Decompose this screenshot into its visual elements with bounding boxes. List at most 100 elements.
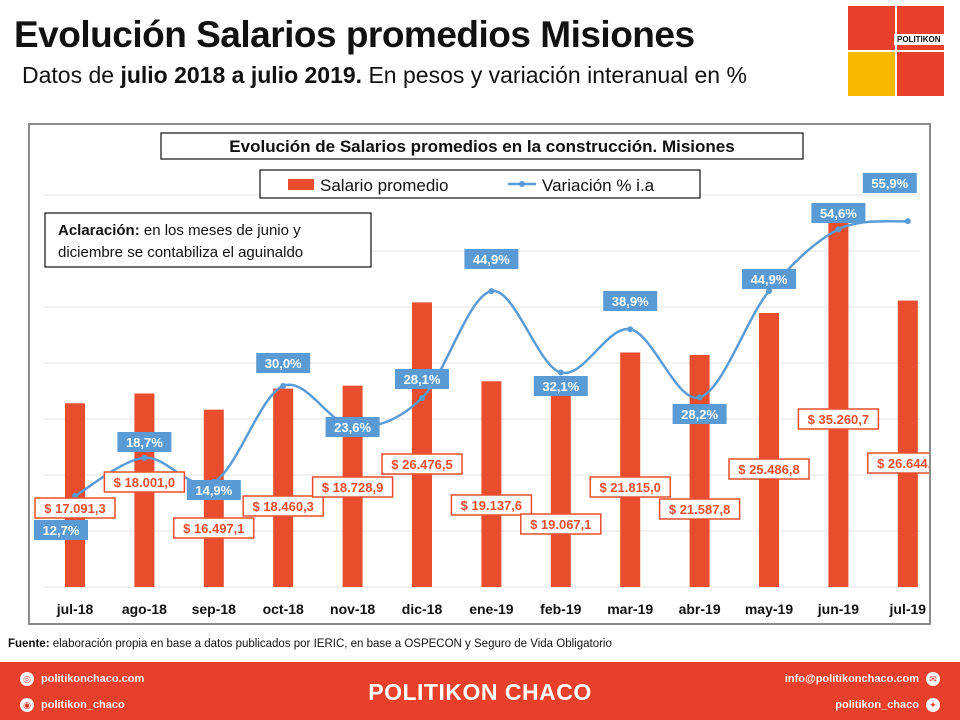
- line-label: 44,9%: [473, 252, 510, 267]
- line-label-box: [117, 432, 172, 452]
- logo-text: POLITIKON: [894, 34, 944, 45]
- annotation-line-2: diciembre se contabiliza el aguinaldo: [58, 244, 303, 261]
- bar-label-box: [728, 458, 810, 480]
- salary-chart: $ 17.091,3 $ 18.001,0 $ 16.497,1 $ 18.460,3…: [34, 132, 929, 617]
- category-label: may-19: [745, 601, 793, 617]
- legend-label-line: Variación % i.a: [542, 176, 655, 195]
- line-label: 12,7%: [43, 523, 80, 538]
- line-label-box: [256, 353, 311, 373]
- bar-label-box: [658, 498, 741, 520]
- line-point-jul-19: [904, 218, 911, 225]
- source-text: elaboración propia en base a datos publi…: [49, 638, 612, 650]
- bar-label: $ 25.486,8: [738, 462, 799, 477]
- line-label: 44,9%: [751, 272, 788, 287]
- twitter-text: politikon_chaco: [835, 699, 919, 711]
- bar-label: $ 18.001,0: [114, 475, 175, 490]
- line-point-mar-19: [627, 326, 634, 333]
- line-label: 23,6%: [334, 420, 371, 435]
- chart-title-box: [160, 132, 804, 160]
- source-note: Fuente: elaboración propia en base a dat…: [8, 638, 612, 650]
- footer-bar: ◎ politikonchaco.com ◉ politikon_chaco POL…: [0, 662, 960, 720]
- line-label-box: [395, 369, 449, 389]
- line-label: 30,0%: [265, 356, 302, 371]
- legend-swatch-marker: [519, 181, 525, 187]
- category-label: feb-19: [540, 601, 581, 617]
- source-label: Fuente:: [8, 638, 50, 650]
- line-point-ene-19: [488, 288, 495, 295]
- instagram-icon: ◉: [20, 698, 34, 712]
- footer-instagram[interactable]: ◉ politikon_chaco: [20, 698, 125, 712]
- bar-label: $ 19.137,6: [461, 498, 522, 513]
- bar-label-box: [311, 476, 394, 498]
- subtitle-prefix: Datos de: [22, 62, 121, 88]
- line-point-oct-18: [280, 382, 287, 389]
- bar-label: $ 19.067,1: [530, 517, 591, 532]
- line-point-jun-19: [835, 226, 842, 233]
- line-label-box: [464, 249, 519, 269]
- bar-feb-19: [550, 382, 571, 587]
- line-label-box: [672, 404, 727, 424]
- line-point-ago-18: [141, 454, 148, 461]
- legend-label-bar: Salario promedio: [320, 176, 449, 195]
- logo-square-red-3: [897, 52, 944, 96]
- website-text: politikonchaco.com: [41, 673, 145, 685]
- footer-website[interactable]: ◎ politikonchaco.com: [20, 672, 144, 686]
- page-title: Evolución Salarios promedios Misiones: [14, 14, 695, 55]
- line-label: 54,6%: [820, 206, 857, 221]
- annotation-rest: en los meses de junio y: [140, 222, 301, 239]
- email-text: info@politikonchaco.com: [784, 673, 919, 685]
- category-label: dic-18: [402, 601, 443, 617]
- line-label-box: [742, 269, 796, 289]
- line-point-dic-18: [419, 395, 425, 401]
- bar-label-box: [381, 453, 463, 475]
- bar-label-box: [173, 517, 255, 539]
- bar-label: $ 26.644,9: [877, 456, 929, 471]
- bar-label: $ 17.091,3: [44, 501, 105, 516]
- bar-label-box: [520, 513, 602, 535]
- bar-label-box: [242, 495, 324, 517]
- footer-email[interactable]: info@politikonchaco.com ✉: [785, 672, 940, 686]
- legend-swatch-bar: [288, 179, 314, 190]
- bar-label: $ 35.260,7: [808, 412, 869, 427]
- line-label: 18,7%: [126, 435, 163, 450]
- bar-label-box: [589, 476, 671, 498]
- bar-label-box: [103, 471, 186, 493]
- bar-jul-19: [897, 300, 918, 587]
- line-label-box: [603, 291, 658, 311]
- footer-twitter[interactable]: politikon_chaco ✦: [835, 698, 940, 712]
- instagram-text: politikon_chaco: [41, 699, 125, 711]
- line-label: 28,2%: [681, 407, 718, 422]
- line-label-box: [325, 417, 380, 437]
- bar-may-19: [759, 313, 779, 587]
- line-label: 38,9%: [612, 294, 649, 309]
- bar-mar-19: [620, 352, 641, 587]
- globe-icon: ◎: [20, 672, 34, 686]
- line-point-may-19: [766, 288, 772, 295]
- line-label-box: [186, 480, 241, 500]
- politikon-logo: POLITIKON: [848, 6, 948, 98]
- category-label: jul-18: [56, 601, 94, 617]
- mail-icon: ✉: [926, 672, 940, 686]
- category-label: nov-18: [330, 601, 375, 617]
- subtitle-suffix: En pesos y variación interanual en %: [362, 62, 747, 88]
- logo-square-red-1: [848, 6, 895, 50]
- annotation-line-1: Aclaración: en los meses de junio y: [58, 222, 301, 239]
- bar-label-box: [34, 497, 116, 519]
- line-label: 32,1%: [542, 379, 579, 394]
- line-label-box: [862, 173, 917, 193]
- line-label-box: [34, 520, 88, 540]
- annotation-bold: Aclaración:: [58, 222, 140, 239]
- line-label: 28,1%: [404, 372, 441, 387]
- chart-frame: $ 17.091,3 $ 18.001,0 $ 16.497,1 $ 18.460,3…: [28, 123, 931, 625]
- category-label: sep-18: [192, 601, 237, 617]
- bar-label: $ 21.815,0: [599, 480, 660, 495]
- line-point-abr-19: [696, 394, 703, 401]
- bar-abr-19: [689, 354, 710, 587]
- bar-jun-19: [828, 207, 849, 587]
- logo-square-yellow: [848, 52, 895, 96]
- subtitle-bold: julio 2018 a julio 2019.: [120, 62, 363, 88]
- legend-box: [259, 169, 701, 199]
- category-label: ago-18: [122, 601, 167, 617]
- page-subtitle: Datos de julio 2018 a julio 2019. En pes…: [22, 62, 747, 89]
- bar-label-box: [450, 494, 533, 516]
